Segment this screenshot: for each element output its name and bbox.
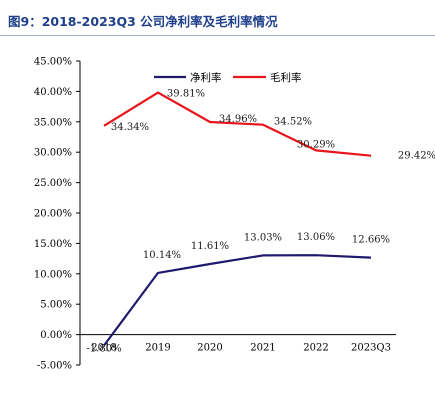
y-tick-label: 0.00%	[40, 330, 72, 341]
title-divider	[0, 35, 435, 36]
net-margin-data-label: -1.80%	[86, 344, 121, 355]
y-tick-label: 40.00%	[34, 87, 72, 98]
gross-margin-data-label: 29.42%	[398, 151, 435, 162]
net-margin-data-label: 12.66%	[352, 235, 390, 246]
x-tick-label: 2018	[91, 343, 116, 354]
net-margin-data-label: 13.03%	[244, 232, 282, 243]
gross-margin-data-label: 34.96%	[219, 114, 257, 125]
legend-label-gross-margin: 毛利率	[270, 71, 302, 84]
y-tick-label: 5.00%	[40, 300, 72, 311]
gross-margin-data-label: 34.34%	[111, 122, 149, 133]
y-tick-label: 30.00%	[34, 148, 72, 159]
legend-label-net-margin: 净利率	[190, 71, 222, 84]
y-tick-label: 10.00%	[34, 269, 72, 280]
gross-margin-data-label: 34.52%	[274, 117, 312, 128]
x-tick-label: 2019	[145, 343, 170, 354]
y-tick-label: 15.00%	[34, 239, 72, 250]
x-tick-label: 2020	[197, 343, 222, 354]
y-tick-label: 45.00%	[34, 57, 72, 68]
y-tick-label: 20.00%	[34, 209, 72, 220]
gross-margin-line	[103, 91, 372, 157]
x-tick-label: 2023Q3	[351, 343, 391, 354]
x-tick-label: 2022	[303, 343, 328, 354]
net-margin-data-label: 10.14%	[143, 250, 181, 261]
gross-margin-data-label: 39.81%	[167, 89, 205, 100]
y-tick-label: 25.00%	[34, 178, 72, 189]
y-tick-label: -5.00%	[37, 361, 72, 372]
figure-title: 图9：2018-2023Q3 公司净利率及毛利率情况	[8, 14, 278, 29]
gross-margin-data-label: 30.29%	[297, 139, 335, 150]
net-margin-line	[103, 254, 372, 347]
y-tick-label: 35.00%	[34, 117, 72, 128]
line-chart: 45.00% 40.00% 35.00% 30.00% 25.00% 20.00% 15.0…	[34, 57, 435, 372]
figure-header: 图9：2018-2023Q3 公司净利率及毛利率情况	[0, 0, 435, 40]
x-tick-label: 2021	[250, 343, 275, 354]
net-margin-data-label: 13.06%	[297, 232, 335, 243]
net-margin-data-label: 11.61%	[191, 241, 229, 252]
